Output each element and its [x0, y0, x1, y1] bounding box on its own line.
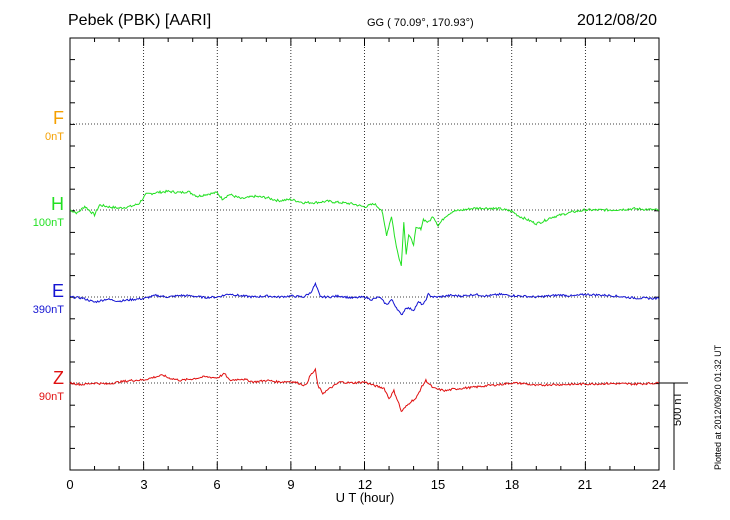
component-e-scale: 390nT	[32, 304, 64, 316]
x-tick-label: 15	[430, 477, 446, 492]
station-title: Pebek (PBK) [AARI]	[68, 12, 212, 29]
x-tick-label: 24	[651, 477, 667, 492]
scale-bar	[659, 382, 688, 470]
x-tick-label: 6	[213, 477, 221, 492]
series-line-h	[69, 189, 660, 267]
coordinates-label: GG ( 70.09°, 170.93°)	[367, 17, 474, 29]
component-e: E 390nT	[0, 281, 64, 317]
component-h-scale: 100nT	[32, 217, 64, 229]
series-line-e	[69, 281, 660, 316]
x-tick-label: 0	[66, 477, 74, 492]
component-f-label: F	[53, 108, 64, 128]
x-tick-label: 3	[140, 477, 148, 492]
component-z-label: Z	[53, 368, 64, 388]
component-f-scale: 0nT	[45, 131, 64, 143]
x-tick-label: 12	[357, 477, 373, 492]
x-tick-label: 21	[577, 477, 593, 492]
scale-bar-label: 500 nT	[672, 391, 684, 426]
x-tick-label: 18	[504, 477, 520, 492]
component-h: H 100nT	[0, 194, 64, 230]
series-line-z	[69, 367, 660, 413]
component-f: F 0nT	[0, 108, 64, 144]
component-h-label: H	[51, 194, 64, 214]
component-z-scale: 90nT	[38, 391, 64, 403]
axis-ticks	[69, 37, 660, 470]
grid-lines	[70, 38, 659, 470]
series-group	[69, 189, 660, 413]
x-tick-label: 9	[287, 477, 295, 492]
component-e-label: E	[51, 281, 64, 301]
x-axis-label: U T (hour)	[335, 490, 395, 505]
date-label: 2012/08/20	[577, 12, 658, 29]
component-z: Z 90nT	[0, 368, 64, 404]
plotted-timestamp: Plotted at 2012/09/20 01:32 UT	[713, 344, 723, 470]
